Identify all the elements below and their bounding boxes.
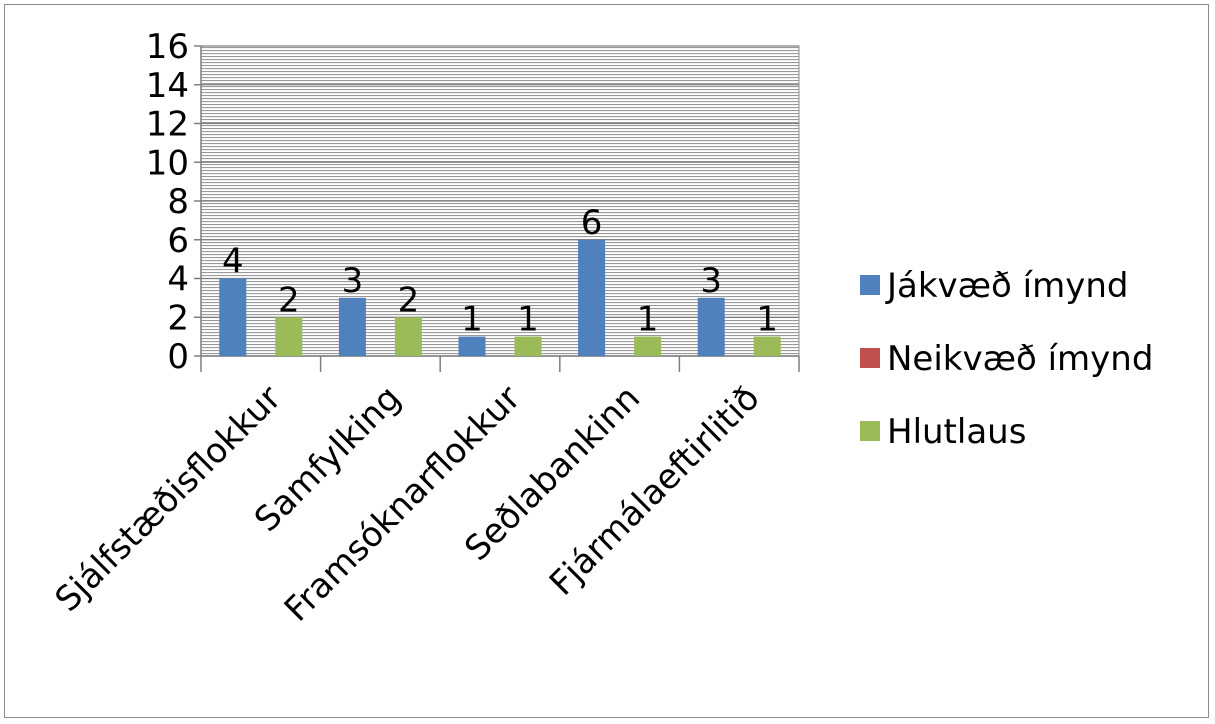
y-tick-label: 16	[146, 27, 189, 67]
bar	[697, 297, 725, 356]
y-tick-label: 4	[167, 260, 189, 300]
data-label: 1	[637, 300, 659, 340]
y-tick-label: 8	[167, 182, 189, 222]
bar	[514, 336, 542, 356]
data-label: 2	[278, 280, 300, 320]
y-tick-label: 14	[146, 66, 189, 106]
bar	[338, 297, 366, 356]
bar	[394, 317, 422, 356]
legend-label: Neikvæð ímynd	[887, 339, 1153, 379]
data-label: 2	[398, 280, 420, 320]
data-label: 1	[756, 300, 778, 340]
legend-label: Hlutlaus	[887, 412, 1026, 452]
category-label: Fjármálaeftirlitið	[542, 378, 768, 604]
bar	[634, 336, 662, 356]
data-label: 3	[342, 261, 364, 301]
legend-label: Jákvæð ímynd	[885, 266, 1129, 306]
y-tick-label: 0	[167, 337, 189, 377]
y-tick-label: 6	[167, 221, 189, 261]
bar	[458, 336, 486, 356]
bar	[753, 336, 781, 356]
data-label: 1	[461, 300, 483, 340]
bar	[275, 317, 303, 356]
category-label: Sjálfstæðisflokkur	[48, 378, 290, 620]
legend-swatch	[860, 348, 880, 368]
data-label: 6	[581, 203, 603, 243]
data-label: 3	[700, 261, 722, 301]
data-label: 1	[517, 300, 539, 340]
data-label: 4	[222, 242, 244, 282]
category-label: Framsóknarflokkur	[277, 378, 529, 630]
legend-swatch	[860, 421, 880, 441]
y-tick-label: 12	[146, 105, 189, 145]
y-tick-label: 10	[146, 143, 189, 183]
bar	[578, 239, 606, 356]
legend-swatch	[860, 275, 880, 295]
bar	[219, 278, 247, 356]
y-tick-label: 2	[167, 298, 189, 338]
